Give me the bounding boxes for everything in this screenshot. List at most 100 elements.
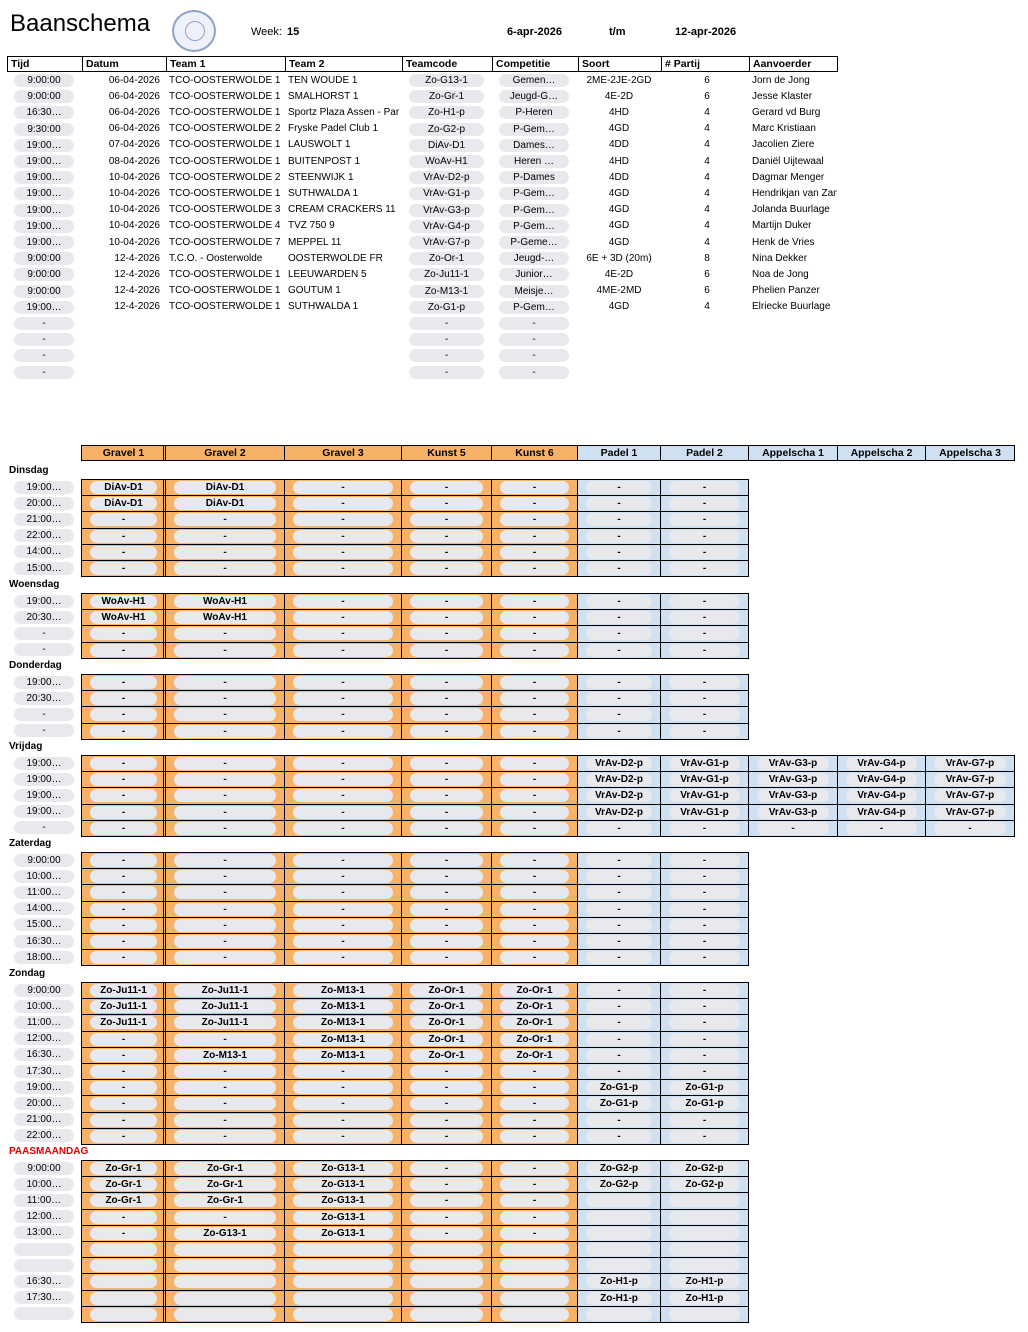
court-slot[interactable]: - — [81, 722, 165, 739]
court-slot[interactable]: Zo-G13-1 — [284, 1208, 401, 1225]
column-header[interactable]: # Partij — [661, 56, 749, 72]
court-slot[interactable]: - — [81, 706, 165, 723]
court-slot[interactable]: - — [284, 755, 401, 772]
court-slot[interactable]: - — [81, 1208, 165, 1225]
court-slot[interactable]: WoAv-H1 — [81, 609, 165, 626]
court-slot[interactable] — [284, 1241, 401, 1258]
court-slot[interactable]: - — [165, 868, 284, 885]
court-slot[interactable] — [491, 1241, 577, 1258]
court-slot[interactable]: - — [491, 771, 577, 788]
court-slot[interactable] — [660, 1192, 748, 1209]
court-slot[interactable]: Zo-Ju11-1 — [165, 982, 284, 999]
court-slot[interactable]: - — [284, 495, 401, 512]
court-slot[interactable]: - — [577, 722, 660, 739]
court-slot[interactable]: - — [660, 690, 748, 707]
court-slot[interactable]: VrAv-G7-p — [925, 787, 1014, 804]
court-slot[interactable]: - — [165, 884, 284, 901]
court-slot[interactable]: - — [660, 543, 748, 560]
court-slot[interactable]: - — [491, 1127, 577, 1144]
court-slot[interactable]: - — [165, 560, 284, 577]
court-slot[interactable]: - — [577, 1063, 660, 1080]
court-slot[interactable]: WoAv-H1 — [165, 609, 284, 626]
court-slot[interactable]: VrAv-G7-p — [925, 755, 1014, 772]
court-slot[interactable]: - — [401, 1224, 491, 1241]
court-slot[interactable]: - — [165, 933, 284, 950]
court-slot[interactable]: - — [81, 1046, 165, 1063]
court-slot[interactable]: VrAv-G4-p — [837, 803, 925, 820]
court-slot[interactable]: - — [284, 916, 401, 933]
court-slot[interactable]: - — [165, 1079, 284, 1096]
court-slot[interactable]: - — [165, 511, 284, 528]
court-slot[interactable]: - — [284, 511, 401, 528]
court-slot[interactable]: - — [284, 949, 401, 966]
court-slot[interactable]: - — [660, 1014, 748, 1031]
court-slot[interactable] — [81, 1305, 165, 1322]
court-slot[interactable]: - — [81, 641, 165, 658]
court-slot[interactable]: - — [284, 852, 401, 869]
court-slot[interactable]: - — [491, 1224, 577, 1241]
court-slot[interactable]: - — [284, 884, 401, 901]
court-slot[interactable]: - — [660, 625, 748, 642]
court-slot[interactable]: - — [491, 527, 577, 544]
court-slot[interactable]: - — [284, 706, 401, 723]
court-slot[interactable]: - — [401, 1079, 491, 1096]
court-slot[interactable]: Zo-M13-1 — [284, 1030, 401, 1047]
court-slot[interactable]: - — [284, 803, 401, 820]
court-slot[interactable] — [577, 1192, 660, 1209]
court-slot[interactable]: - — [491, 1111, 577, 1128]
court-slot[interactable]: - — [491, 1208, 577, 1225]
court-slot[interactable]: - — [660, 511, 748, 528]
court-slot[interactable]: - — [165, 949, 284, 966]
court-slot[interactable]: - — [401, 527, 491, 544]
court-slot[interactable] — [577, 1241, 660, 1258]
court-slot[interactable] — [81, 1241, 165, 1258]
court-slot[interactable]: - — [577, 916, 660, 933]
court-slot[interactable]: - — [660, 674, 748, 691]
court-slot[interactable]: - — [577, 690, 660, 707]
court-slot[interactable]: Zo-G1-p — [577, 1079, 660, 1096]
court-slot[interactable]: - — [925, 819, 1014, 836]
court-slot[interactable]: - — [165, 706, 284, 723]
court-slot[interactable]: - — [81, 1079, 165, 1096]
court-slot[interactable] — [577, 1224, 660, 1241]
court-slot[interactable]: - — [81, 884, 165, 901]
court-slot[interactable]: - — [491, 1192, 577, 1209]
court-slot[interactable] — [165, 1273, 284, 1290]
court-slot[interactable] — [401, 1241, 491, 1258]
court-slot[interactable]: - — [401, 1063, 491, 1080]
court-slot[interactable]: - — [401, 1192, 491, 1209]
court-slot[interactable]: - — [660, 982, 748, 999]
court-slot[interactable]: Zo-Ju11-1 — [165, 998, 284, 1015]
court-slot[interactable]: - — [284, 933, 401, 950]
court-slot[interactable]: - — [401, 479, 491, 496]
court-slot[interactable]: - — [491, 722, 577, 739]
court-slot[interactable]: - — [81, 868, 165, 885]
court-slot[interactable]: - — [165, 900, 284, 917]
court-slot[interactable]: - — [165, 641, 284, 658]
court-slot[interactable]: - — [81, 1127, 165, 1144]
court-slot[interactable]: - — [577, 479, 660, 496]
court-slot[interactable]: - — [401, 949, 491, 966]
court-slot[interactable]: Zo-Or-1 — [491, 1014, 577, 1031]
court-slot[interactable] — [577, 1305, 660, 1322]
court-slot[interactable]: - — [491, 1176, 577, 1193]
court-slot[interactable]: VrAv-G1-p — [660, 771, 748, 788]
court-slot[interactable]: - — [81, 625, 165, 642]
court-slot[interactable]: Zo-Ju11-1 — [81, 1014, 165, 1031]
court-slot[interactable]: - — [284, 690, 401, 707]
court-slot[interactable]: WoAv-H1 — [165, 593, 284, 610]
court-slot[interactable]: - — [81, 1063, 165, 1080]
court-slot[interactable] — [81, 1273, 165, 1290]
court-slot[interactable]: - — [491, 884, 577, 901]
court-slot[interactable]: VrAv-G7-p — [925, 803, 1014, 820]
court-slot[interactable]: - — [81, 1111, 165, 1128]
court-slot[interactable]: - — [81, 949, 165, 966]
court-slot[interactable]: VrAv-G3-p — [748, 771, 837, 788]
court-slot[interactable]: - — [401, 852, 491, 869]
court-slot[interactable]: Zo-G13-1 — [284, 1192, 401, 1209]
court-slot[interactable]: - — [401, 803, 491, 820]
court-slot[interactable]: Zo-Ju11-1 — [165, 1014, 284, 1031]
court-slot[interactable]: - — [401, 1208, 491, 1225]
court-slot[interactable]: VrAv-G3-p — [748, 787, 837, 804]
court-slot[interactable]: - — [81, 900, 165, 917]
